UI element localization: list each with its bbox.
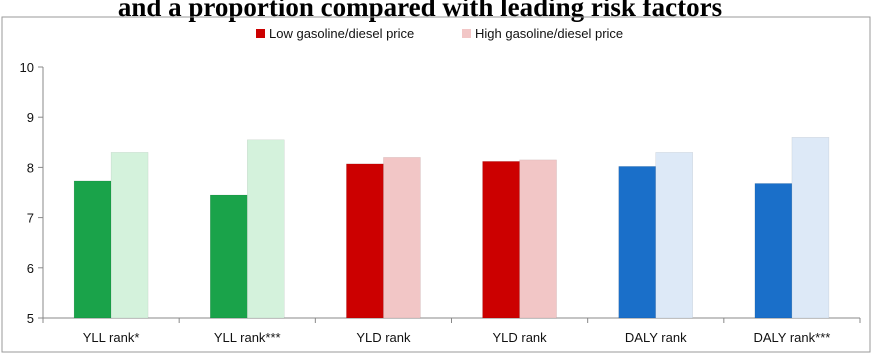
x-tick-label: YLL rank***: [214, 330, 281, 345]
x-tick-label: YLL rank*: [83, 330, 140, 345]
x-tick-label: DALY rank: [625, 330, 687, 345]
bar-low: [754, 183, 793, 319]
y-tick-label: 8: [27, 160, 34, 175]
bar-low: [73, 180, 112, 319]
legend-label-high: High gasoline/diesel price: [475, 26, 623, 41]
bar-low: [482, 161, 520, 319]
legend-swatch-high: [462, 29, 471, 38]
plot-frame: [1, 16, 871, 353]
labels: 5 6 7 8 9 10 YLL rank* YLL rank*** YLD rank YLD r…: [20, 60, 831, 345]
bar-high: [791, 137, 830, 319]
bar-low: [618, 166, 656, 319]
y-tick-label: 7: [27, 211, 34, 226]
bar-high: [655, 152, 693, 319]
bar-low: [210, 194, 248, 319]
bars: [73, 137, 830, 319]
chart-title: and a proportion compared with leading r…: [118, 0, 722, 22]
y-tick-label: 6: [27, 261, 34, 276]
bar-high: [110, 152, 149, 319]
axes: [38, 66, 861, 323]
bar-high: [519, 159, 557, 319]
legend-swatch-low: [256, 29, 265, 38]
y-tick-label: 10: [20, 60, 34, 75]
y-tick-label: 9: [27, 110, 34, 125]
legend-label-low: Low gasoline/diesel price: [269, 26, 414, 41]
x-tick-label: YLD rank: [356, 330, 411, 345]
y-tick-label: 5: [27, 311, 34, 326]
x-tick-label: DALY rank***: [753, 330, 830, 345]
legend: Low gasoline/diesel price High gasoline/…: [256, 26, 623, 41]
bar-high: [247, 139, 285, 319]
bar-low: [346, 163, 384, 319]
bar-high: [383, 157, 421, 319]
x-tick-label: YLD rank: [492, 330, 547, 345]
